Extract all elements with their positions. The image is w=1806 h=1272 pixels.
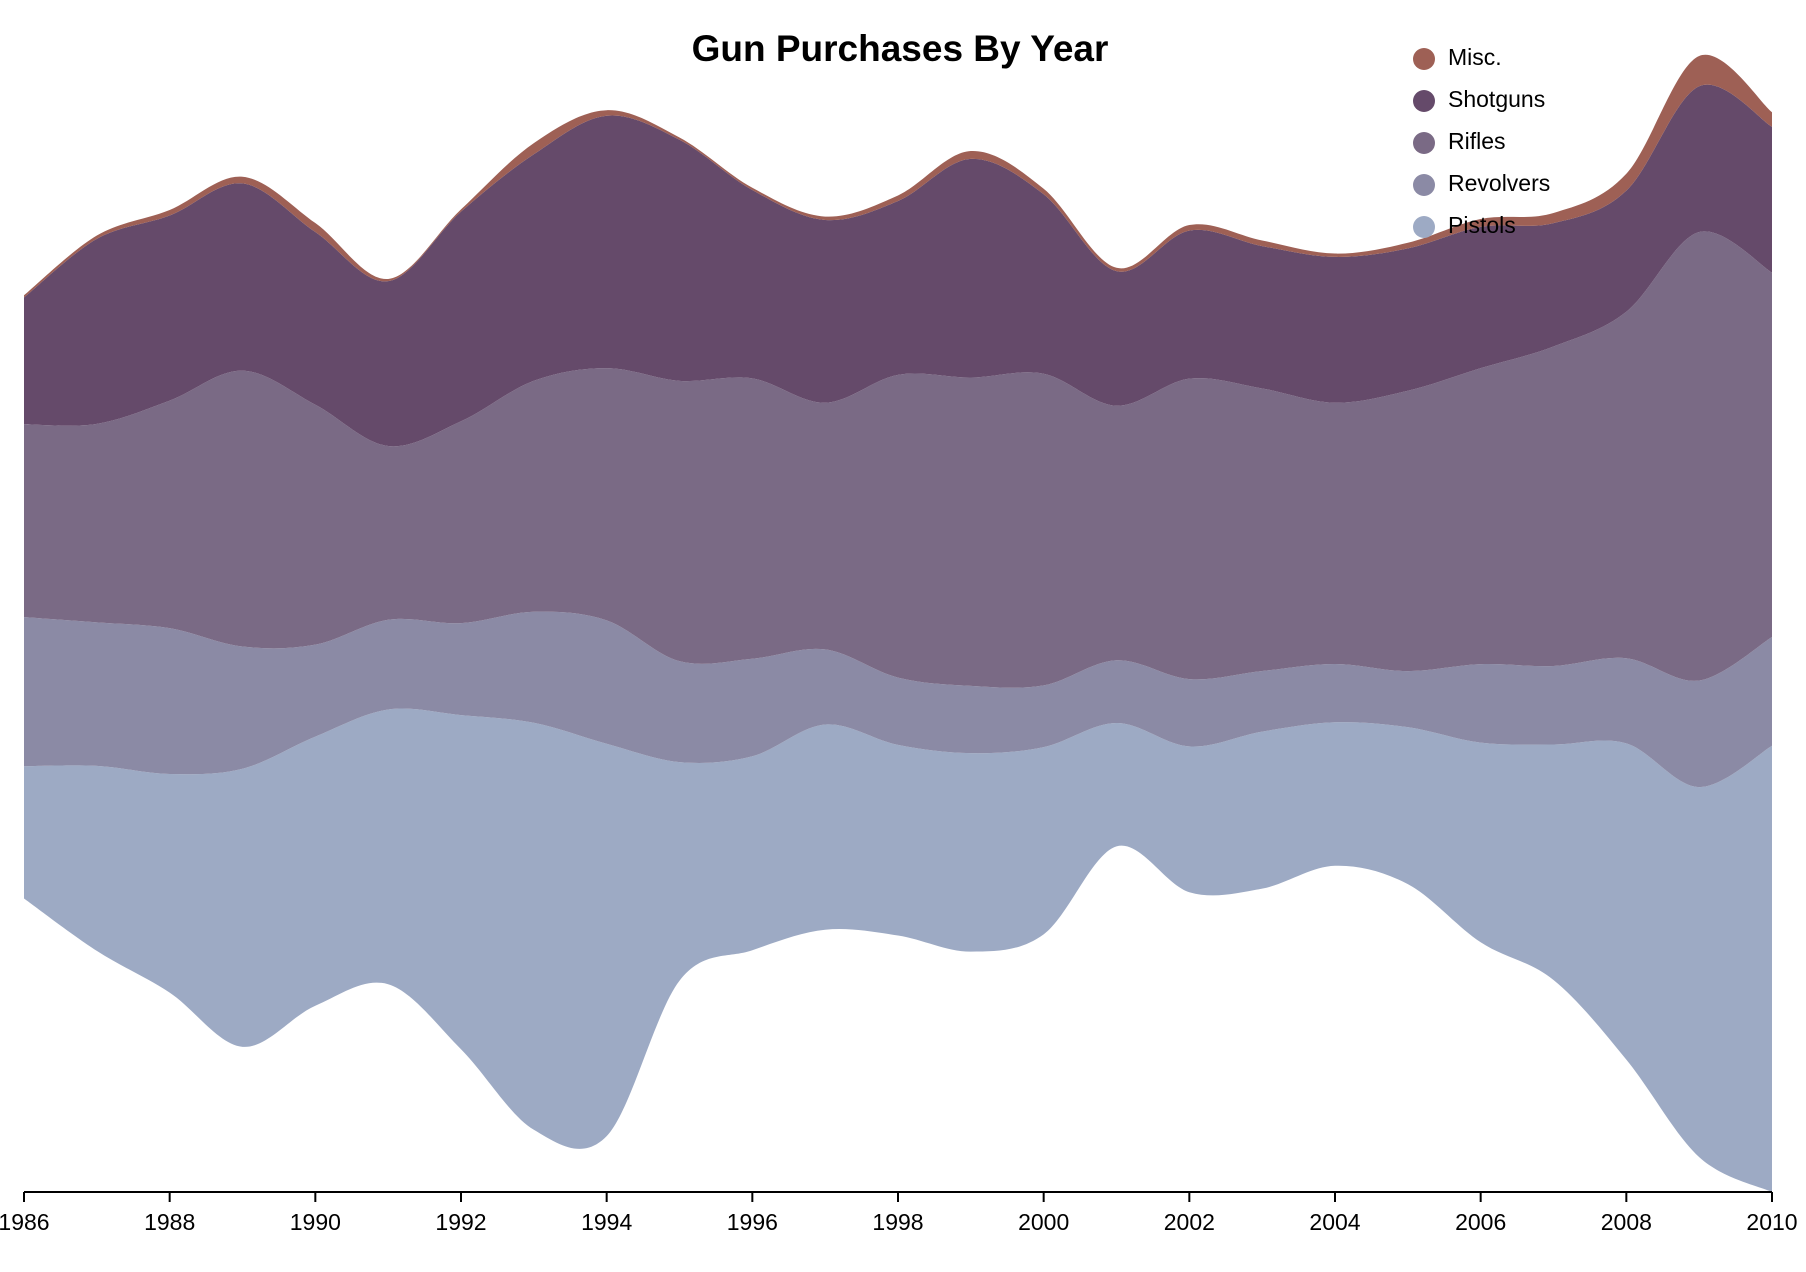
x-ticks: 1986 1988 1990 1992 1994 1996 1998 2000 2002 2004… (0, 1192, 1798, 1235)
x-tick-label: 1996 (727, 1209, 778, 1235)
legend-label: Revolvers (1448, 170, 1550, 196)
legend-swatch (1413, 132, 1435, 154)
x-tick-label: 1990 (290, 1209, 341, 1235)
x-tick-label: 1994 (581, 1209, 632, 1235)
stream-layer (24, 708, 1772, 1192)
legend-label: Rifles (1448, 128, 1506, 154)
legend-swatch (1413, 48, 1435, 70)
legend-swatch (1413, 90, 1435, 112)
legend-label: Misc. (1448, 44, 1502, 70)
x-tick-label: 2006 (1455, 1209, 1506, 1235)
stream-layer (24, 231, 1772, 688)
stream-layer (24, 611, 1772, 788)
x-tick-label: 1992 (435, 1209, 486, 1235)
chart-title: Gun Purchases By Year (692, 28, 1109, 69)
legend-label: Pistols (1448, 212, 1516, 238)
x-tick-label: 1986 (0, 1209, 50, 1235)
x-tick-label: 2002 (1164, 1209, 1215, 1235)
stream-layers (24, 54, 1772, 1192)
stream-layer (24, 84, 1772, 447)
x-tick-label: 1998 (872, 1209, 923, 1235)
legend-swatch (1413, 174, 1435, 196)
legend-swatch (1413, 216, 1435, 238)
legend: Misc. Shotguns Rifles Revolvers Pistols (1413, 44, 1550, 238)
x-tick-label: 2000 (1018, 1209, 1069, 1235)
x-tick-label: 2010 (1746, 1209, 1797, 1235)
x-tick-label: 2004 (1309, 1209, 1360, 1235)
x-tick-label: 2008 (1601, 1209, 1652, 1235)
legend-label: Shotguns (1448, 86, 1545, 112)
x-tick-label: 1988 (144, 1209, 195, 1235)
